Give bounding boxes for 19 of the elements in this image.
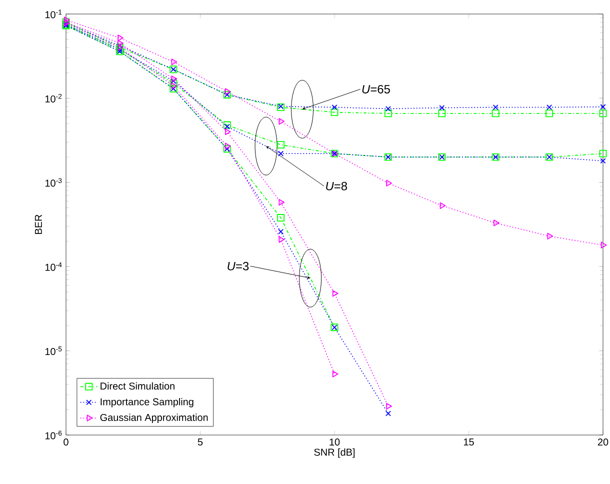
y-tick-label: 10$^{-6}$ <box>45 430 62 440</box>
legend-label: Direct Simulation <box>100 382 174 390</box>
x-axis-title: SNR [dB] <box>314 448 355 458</box>
y-tick-label: 10$^{-3}$ <box>45 178 62 187</box>
x-tick-label: 10 <box>330 438 340 446</box>
y-axis-title: BER <box>34 214 42 234</box>
x-tick-label: 15 <box>464 438 474 446</box>
annotation: U=65 <box>362 84 390 94</box>
x-tick-label: 0 <box>64 438 68 446</box>
legend-label: Gaussian Approximation <box>100 414 208 423</box>
y-tick-label: 10$^{-1}$ <box>45 10 62 18</box>
y-tick-label: 10$^{-4}$ <box>45 262 62 271</box>
annotation: U=8 <box>326 182 348 190</box>
y-tick-label: 10$^{-2}$ <box>45 94 62 102</box>
y-tick-label: 10$^{-5}$ <box>45 346 62 356</box>
x-tick-label: 5 <box>198 438 203 446</box>
legend-label: Importance Sampling <box>100 398 194 408</box>
x-tick-label: 20 <box>598 438 608 446</box>
annotation: U=3 <box>228 262 249 270</box>
